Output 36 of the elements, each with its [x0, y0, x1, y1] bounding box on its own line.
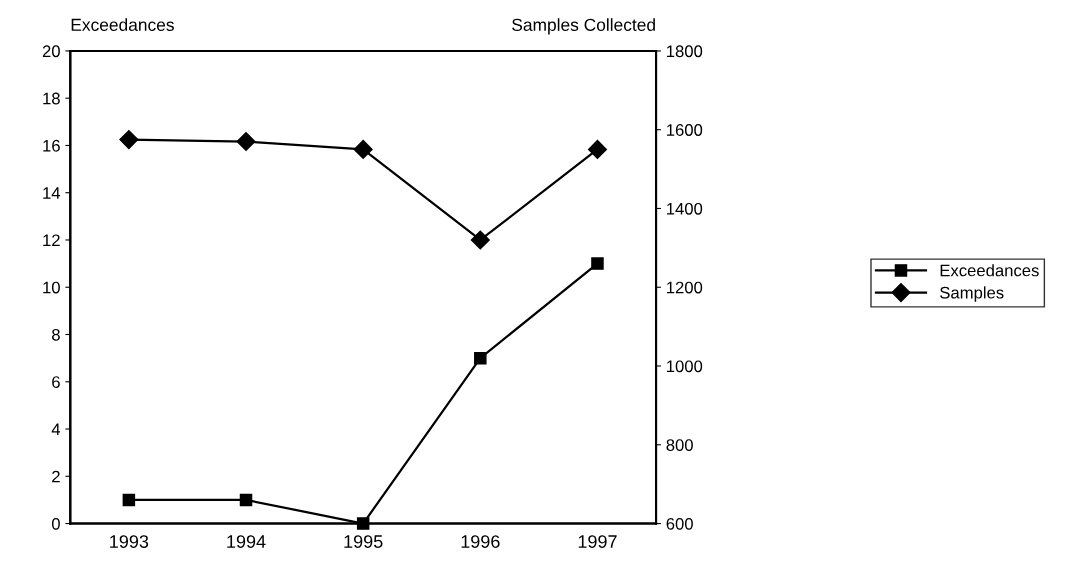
- y-tick-label: 2: [52, 470, 60, 483]
- x-tick-label: 1996: [461, 535, 500, 548]
- x-tick-label: 1993: [110, 535, 149, 548]
- y-tick-label: 20: [42, 45, 60, 58]
- point: [239, 493, 253, 507]
- y-tick-label: 18: [43, 92, 60, 105]
- y-tick-label: 12: [43, 234, 60, 247]
- x-tick-label: 1994: [227, 535, 266, 548]
- y-tick-label: 8: [52, 328, 60, 341]
- point: [591, 257, 604, 270]
- y2-tick-label: 800: [666, 439, 693, 451]
- point: [236, 131, 256, 152]
- x-tick-label: 1997: [578, 535, 617, 548]
- legend-label: Samples: [940, 286, 1004, 302]
- y-tick-label: 10: [43, 281, 60, 294]
- y-tick-label: 16: [43, 139, 60, 152]
- y2-tick-label: 1400: [667, 202, 703, 215]
- y2-tick-label: 1800: [667, 45, 703, 58]
- legend-label: Exceedances: [940, 264, 1039, 277]
- y2-tick-label: 1200: [667, 281, 703, 294]
- y2-tick-label: 1600: [667, 124, 703, 136]
- y2-axis-title: Samples Collected: [512, 18, 655, 35]
- point: [122, 493, 136, 507]
- y-axis-title: Exceedances: [71, 18, 174, 31]
- point: [470, 230, 490, 250]
- y-tick-label: 0: [51, 517, 60, 530]
- x-tick-label: 1995: [344, 535, 383, 548]
- point: [587, 139, 607, 159]
- point: [119, 130, 139, 150]
- y-tick-label: 6: [52, 376, 60, 388]
- y-tick-label: 14: [43, 187, 61, 199]
- point: [353, 139, 373, 159]
- y2-tick-label: 1000: [667, 360, 703, 373]
- y-tick-label: 4: [51, 423, 61, 436]
- y2-tick-label: 600: [666, 517, 693, 530]
- point: [474, 351, 487, 365]
